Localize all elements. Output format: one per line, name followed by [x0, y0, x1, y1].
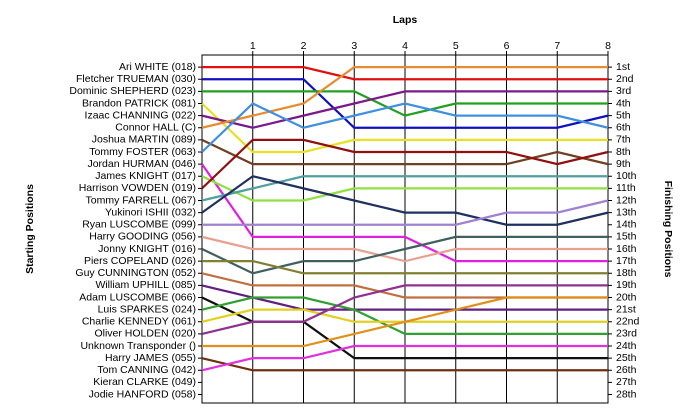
y2-tick-label: 20th	[616, 291, 637, 303]
legend-label: Kieran CLARKE (049)	[93, 376, 196, 388]
x-tick-label: 7	[554, 40, 560, 52]
legend-label: Fletcher TRUEMAN (030)	[76, 73, 196, 85]
legend-label: William UPHILL (085)	[95, 279, 196, 291]
x-tick-label: 2	[301, 40, 307, 52]
legend-label: Harry GOODING (056)	[89, 231, 196, 243]
x-tick-label: 3	[351, 40, 357, 52]
y2-tick-label: 7th	[616, 134, 631, 146]
series-line	[201, 344, 608, 372]
legend-label: Harrison VOWDEN (019)	[79, 182, 196, 194]
y2-tick-label: 6th	[616, 122, 631, 134]
x-tick-label: 8	[605, 40, 611, 52]
y2-tick-label: 18th	[616, 267, 637, 279]
series-line	[201, 175, 608, 202]
y2-tick-label: 3rd	[616, 85, 631, 97]
y2-tick-label: 15th	[616, 231, 637, 243]
legend-label: Piers COPELAND (026)	[84, 255, 196, 267]
legend-label: Joshua MARTIN (089)	[92, 134, 196, 146]
y2-tick-label: 24th	[616, 340, 637, 352]
series-line	[202, 260, 608, 275]
x-tick-label: 6	[504, 40, 510, 52]
legend-label: Brandon PATRICK (081)	[82, 97, 196, 109]
legend-label: Jonny KNIGHT (016)	[98, 243, 196, 255]
legend-label: Harry JAMES (055)	[105, 352, 196, 364]
y2-tick-label: 5th	[616, 109, 631, 121]
legend-label: Oliver HOLDEN (020)	[94, 328, 196, 340]
series-line	[201, 102, 609, 153]
x-tick-label: 1	[250, 40, 256, 52]
legend-label: Ryan LUSCOMBE (099)	[82, 219, 196, 231]
legend-label: Adam LUSCOMBE (066)	[79, 291, 196, 303]
y2-tick-label: 25th	[616, 352, 637, 364]
series-line	[201, 175, 609, 226]
series-line	[201, 90, 608, 129]
y2-tick-label: 19th	[616, 279, 637, 291]
legend-label: Ari WHITE (018)	[119, 61, 196, 73]
legend-label: Jordan HURMAN (046)	[87, 158, 196, 170]
legend-label: Tom CANNING (042)	[97, 364, 196, 376]
legend-label: Connor HALL (C)	[115, 122, 196, 134]
legend-label: Dominic SHEPHERD (023)	[69, 85, 196, 97]
x-tick-label: 4	[402, 40, 408, 52]
legend-label: Jodie HANFORD (058)	[89, 388, 196, 400]
series-line	[201, 284, 608, 311]
legend-label: James KNIGHT (017)	[95, 170, 196, 182]
series-line	[201, 102, 608, 154]
y2-tick-label: 27th	[616, 376, 637, 388]
series-line	[201, 163, 608, 263]
y2-tick-label: 4th	[616, 97, 631, 109]
legend-label: Yukinori ISHII (032)	[105, 206, 196, 218]
legend-label: Guy CUNNINGTON (052)	[75, 267, 196, 279]
y2-tick-label: 22nd	[616, 316, 640, 328]
y2-tick-label: 13th	[616, 206, 637, 218]
series-line	[202, 78, 609, 129]
y2-tick-label: 14th	[616, 219, 637, 231]
y2-tick-label: 17th	[616, 255, 637, 267]
series-line	[202, 296, 608, 348]
y-axis-label: Starting Positions	[24, 184, 36, 274]
y2-tick-label: 21st	[616, 303, 636, 315]
legend-label: Charlie KENNEDY (061)	[82, 316, 196, 328]
y2-axis-label: Finishing Positions	[662, 181, 674, 278]
y2-tick-label: 9th	[616, 158, 631, 170]
y2-tick-label: 26th	[616, 364, 637, 376]
legend-label: Unknown Transponder ()	[80, 340, 196, 352]
legend-label: Tommy FOSTER (063)	[89, 146, 196, 158]
y2-tick-label: 12th	[616, 194, 637, 206]
y2-tick-label: 11th	[616, 182, 636, 194]
series-line	[201, 175, 608, 202]
series-line	[201, 296, 608, 335]
legend-label: Tommy FARRELL (067)	[86, 194, 196, 206]
series-line	[201, 138, 609, 166]
y2-tick-label: 10th	[616, 170, 637, 182]
series-line	[201, 138, 609, 190]
series-line	[202, 90, 608, 117]
legend-label: Luis SPARKES (024)	[98, 303, 196, 315]
y2-tick-label: 8th	[616, 146, 631, 158]
series-line	[201, 235, 608, 275]
x-axis-label: Laps	[393, 14, 418, 26]
series-line	[202, 66, 608, 81]
y2-tick-label: 2nd	[616, 73, 634, 85]
y2-tick-label: 1st	[616, 61, 630, 73]
legend-label: Izaac CHANNING (022)	[85, 109, 196, 121]
y2-tick-label: 28th	[616, 388, 637, 400]
x-tick-label: 5	[453, 40, 459, 52]
y2-tick-label: 16th	[616, 243, 637, 255]
series-line	[201, 357, 608, 372]
series-line	[201, 235, 608, 263]
y2-tick-label: 23rd	[616, 328, 637, 340]
series-line	[201, 284, 608, 335]
series-line	[202, 199, 609, 226]
